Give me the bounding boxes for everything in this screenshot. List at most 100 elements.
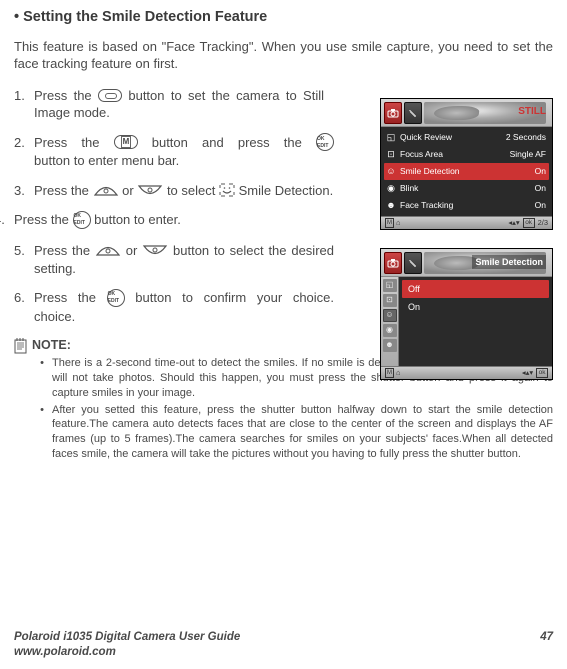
menu-row-quick-review: ◱Quick Review 2 Seconds <box>381 129 552 146</box>
menu-indicator-icon: M <box>385 218 394 228</box>
down-nav-icon <box>137 184 163 197</box>
smile-detection-icon <box>219 183 235 197</box>
menu-row-face-tracking: ☻Face Tracking On <box>381 197 552 214</box>
up-nav-icon <box>93 184 119 197</box>
steps-list: 1. Press the button to set the camera to… <box>14 87 324 326</box>
step-number: 5. <box>14 242 34 277</box>
screen-header: STILL <box>381 99 552 127</box>
bullet: • <box>32 356 52 401</box>
text: or <box>121 243 142 258</box>
text: Press the <box>34 183 93 198</box>
row-label: Smile Detection <box>400 166 460 177</box>
step-4: 4. Press the OKEDIT button to enter. <box>0 211 324 230</box>
screen-tab-camera <box>384 102 402 124</box>
sidebar-item: ☻ <box>383 339 397 352</box>
screen-tab-settings <box>404 252 422 274</box>
screen-sidebar: ◱ ⊡ ☺ ◉ ☻ <box>381 277 399 368</box>
screen-title: STILL <box>518 105 546 119</box>
text: to select <box>163 183 219 198</box>
text: Press the <box>34 243 95 258</box>
page-indicator: 2/3 <box>538 218 548 228</box>
note-text: After you setted this feature, press the… <box>52 403 553 462</box>
row-label: Focus Area <box>400 149 443 160</box>
row-value: 2 Seconds <box>506 132 546 143</box>
section-title: • Setting the Smile Detection Feature <box>14 8 553 28</box>
step-number: 6. <box>14 289 34 325</box>
screen-body: ◱ ⊡ ☺ ◉ ☻ Off On <box>381 277 552 368</box>
quick-review-icon: ◱ <box>385 132 397 143</box>
row-label: Quick Review <box>400 132 452 143</box>
menu-button-icon <box>114 135 138 149</box>
text: Press the <box>34 290 107 305</box>
text: Press the <box>14 212 73 227</box>
page-footer: Polaroid i1035 Digital Camera User Guide… <box>14 630 553 661</box>
screen-footer: M⌂ ◂▴▾ ok2/3 <box>381 216 552 229</box>
guide-title: Polaroid i1035 Digital Camera User Guide <box>14 630 240 646</box>
home-icon: ⌂ <box>396 368 401 378</box>
step-number: 2. <box>14 134 34 170</box>
option-on: On <box>402 298 549 316</box>
step-text: Press the button to set the camera to St… <box>34 87 324 122</box>
step-3: 3. Press the or to select Smile Detectio… <box>14 182 334 200</box>
screen-tab-settings <box>404 102 422 124</box>
step-6: 6. Press the OKEDIT button to confirm yo… <box>14 289 334 325</box>
screen-menu-rows: ◱Quick Review 2 Seconds ⊡Focus Area Sing… <box>381 127 552 216</box>
text: button to enter menu bar. <box>34 153 179 168</box>
note-item: • After you setted this feature, press t… <box>32 403 553 462</box>
note-icon <box>14 337 32 464</box>
bullet: • <box>32 403 52 462</box>
screen-tab-camera <box>384 252 402 274</box>
up-nav-icon <box>95 244 121 257</box>
camera-screen-smile-detection: Smile Detection ◱ ⊡ ☺ ◉ ☻ Off On M⌂ ◂▴▾o… <box>380 248 553 380</box>
nav-arrows-icon: ◂▴▾ <box>522 368 533 378</box>
row-value: On <box>535 183 546 194</box>
camera-screen-still: STILL ◱Quick Review 2 Seconds ⊡Focus Are… <box>380 98 553 230</box>
mode-button-icon <box>98 89 122 102</box>
step-text: Press the or button to select the desire… <box>34 242 334 277</box>
ok-indicator: ok <box>523 218 535 228</box>
sidebar-item: ◉ <box>383 324 397 337</box>
step-1: 1. Press the button to set the camera to… <box>14 87 324 122</box>
smile-icon: ☺ <box>385 166 397 177</box>
screen-footer: M⌂ ◂▴▾ok <box>381 366 552 379</box>
text: or <box>119 183 138 198</box>
step-text: Press the button and press the OKEDIT bu… <box>34 134 334 170</box>
home-icon: ⌂ <box>396 218 401 228</box>
step-number: 1. <box>14 87 34 122</box>
option-off: Off <box>402 280 549 298</box>
nav-arrows-icon: ◂▴▾ <box>508 218 519 228</box>
ok-indicator: ok <box>536 368 548 378</box>
text: Press the <box>34 88 98 103</box>
row-value: On <box>535 200 546 211</box>
text: Press the <box>34 135 114 150</box>
footer-text: Polaroid i1035 Digital Camera User Guide… <box>14 630 240 661</box>
step-text: Press the OKEDIT button to confirm your … <box>34 289 334 325</box>
menu-row-focus-area: ⊡Focus Area Single AF <box>381 146 552 163</box>
ok-button-icon: OKEDIT <box>316 133 334 151</box>
ok-button-icon: OKEDIT <box>107 289 125 307</box>
step-number: 4. <box>0 211 14 230</box>
website-url: www.polaroid.com <box>14 645 240 661</box>
step-2: 2. Press the button and press the OKEDIT… <box>14 134 334 170</box>
row-value: Single AF <box>510 149 546 160</box>
step-5: 5. Press the or button to select the des… <box>14 242 334 277</box>
row-label: Face Tracking <box>400 200 453 211</box>
screen-title: Smile Detection <box>472 255 546 269</box>
text: button and press the <box>138 135 316 150</box>
ok-button-icon: OKEDIT <box>73 211 91 229</box>
row-value: On <box>535 166 546 177</box>
row-label: Blink <box>400 183 418 194</box>
sidebar-item: ⊡ <box>383 294 397 307</box>
down-nav-icon <box>142 244 168 257</box>
focus-area-icon: ⊡ <box>385 149 397 160</box>
step-number: 3. <box>14 182 34 200</box>
text: Smile Detection. <box>235 183 333 198</box>
text: button to enter. <box>91 212 181 227</box>
intro-text: This feature is based on "Face Tracking"… <box>14 38 553 73</box>
page-number: 47 <box>540 630 553 661</box>
step-text: Press the or to select Smile Detection. <box>34 182 334 200</box>
face-tracking-icon: ☻ <box>385 200 397 211</box>
sidebar-item: ◱ <box>383 279 397 292</box>
menu-row-blink: ◉Blink On <box>381 180 552 197</box>
screen-header: Smile Detection <box>381 249 552 277</box>
